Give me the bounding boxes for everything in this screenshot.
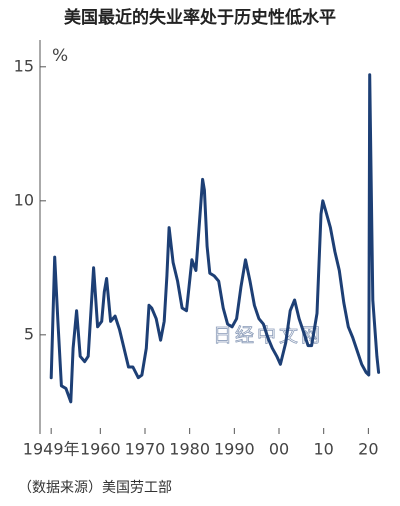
y-unit: % — [52, 46, 68, 66]
x-tick-label: 1980 — [169, 440, 210, 459]
x-tick-label: 1990 — [214, 440, 255, 459]
source-note: （数据来源）美国劳工部 — [18, 480, 172, 496]
unemployment-line — [49, 73, 381, 404]
y-tick-label: 5 — [24, 324, 34, 343]
y-tick-label: 10 — [14, 190, 34, 209]
x-tick-label: 20 — [358, 440, 378, 459]
x-tick-label: 1960 — [80, 440, 121, 459]
chart-title: 美国最近的失业率处于历史性低水平 — [64, 7, 336, 28]
x-tick-label: 1970 — [125, 440, 166, 459]
y-tick-label: 15 — [14, 56, 34, 75]
x-tick-label: 00 — [269, 440, 289, 459]
x-tick-label: 10 — [314, 440, 334, 459]
x-tick-label: 1949年 — [23, 440, 80, 459]
